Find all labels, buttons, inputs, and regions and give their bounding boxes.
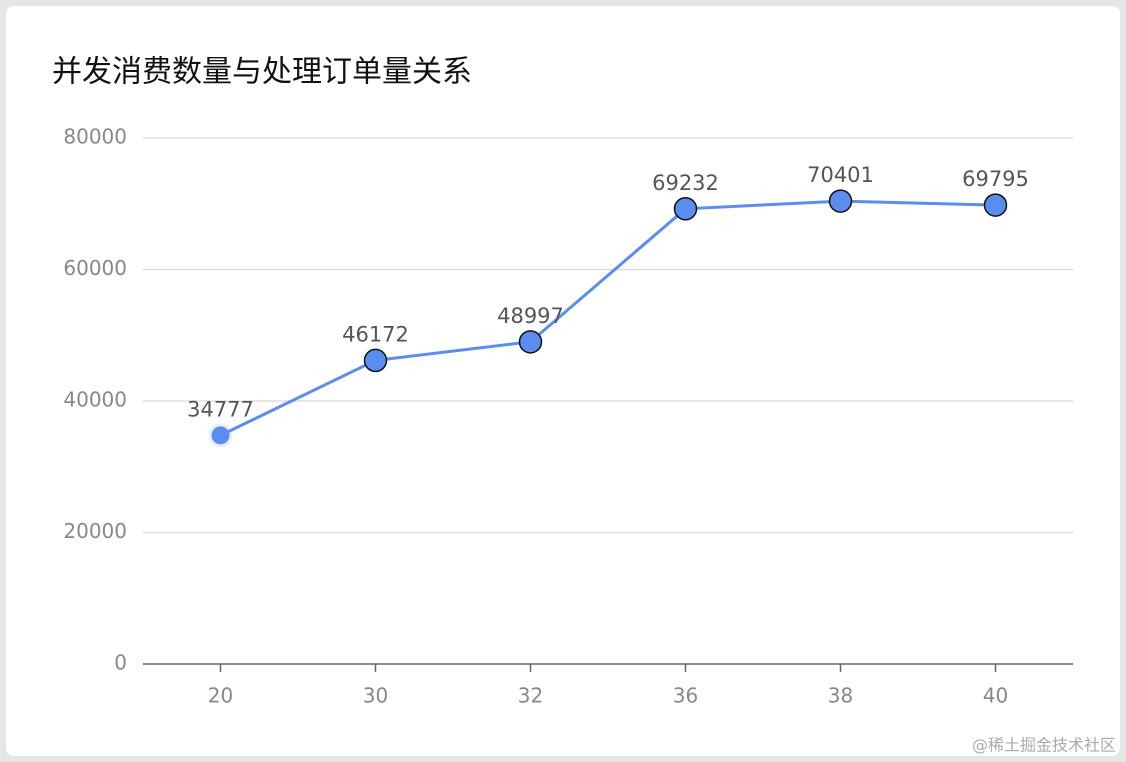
data-point <box>363 348 388 373</box>
data-point <box>828 189 853 213</box>
x-tick-label: 38 <box>828 684 853 708</box>
card <box>6 6 1120 756</box>
chart-title: 并发消费数量与处理订单量关系 <box>52 55 472 90</box>
x-tick-label: 30 <box>363 684 388 708</box>
x-tick-label: 40 <box>983 684 1008 708</box>
y-tick-label: 40000 <box>63 388 127 412</box>
data-point <box>983 193 1008 217</box>
y-tick-label: 0 <box>114 651 127 675</box>
data-label: 48997 <box>497 304 564 328</box>
data-label: 46172 <box>342 322 409 346</box>
x-tick-label: 20 <box>208 684 233 708</box>
data-point <box>211 426 230 445</box>
data-label: 69232 <box>652 171 719 195</box>
y-tick-label: 80000 <box>63 125 127 149</box>
watermark: @稀土掘金技术社区 <box>972 736 1116 755</box>
data-point <box>673 197 698 221</box>
series-line <box>219 199 996 437</box>
data-label: 69795 <box>962 167 1029 191</box>
y-tick-label: 20000 <box>63 519 127 543</box>
data-label: 34777 <box>187 397 254 421</box>
x-tick-label: 32 <box>518 684 543 708</box>
y-tick-label: 60000 <box>63 256 127 280</box>
data-label: 70401 <box>807 163 874 187</box>
data-point <box>518 330 543 354</box>
x-tick-label: 36 <box>673 684 698 708</box>
